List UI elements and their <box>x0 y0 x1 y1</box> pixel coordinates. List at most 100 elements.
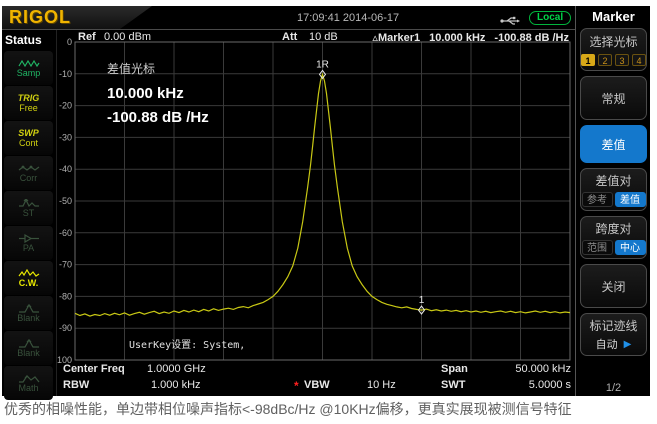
marker-2-button[interactable]: 2 <box>598 54 612 66</box>
peak-icon <box>18 338 39 348</box>
annotation-amp: -100.88 dB /Hz <box>107 109 209 126</box>
delta-button[interactable]: 差值 <box>580 125 647 163</box>
rigol-logo-text: RIGOL <box>9 7 71 27</box>
marker-label-1R: 1R <box>316 59 329 70</box>
menu-title: Marker <box>592 9 635 24</box>
marker-label-1: 1 <box>419 295 425 306</box>
status-item-label: Blank <box>17 312 40 323</box>
y-axis-tick-label: -20 <box>59 101 72 111</box>
y-axis-tick-label: -50 <box>59 196 72 206</box>
marker-3-button[interactable]: 3 <box>615 54 629 66</box>
local-indicator: Local <box>529 11 572 25</box>
marker-number-row: 1 2 3 4 <box>581 54 646 66</box>
status-item-math: Math <box>4 366 53 400</box>
amplifier-icon <box>18 233 39 243</box>
status-item-corr: Corr <box>4 156 53 190</box>
analyzer-screen: RIGOL 17:09:41 2014-06-17 Local Status <box>2 6 650 400</box>
status-item-samp: Samp <box>4 51 53 85</box>
reference-toggle[interactable]: 参考 <box>581 192 613 207</box>
status-item-label: Math <box>18 382 39 393</box>
marker-readout-freq: 10.000 kHz <box>429 32 486 44</box>
att-value: 10 dB <box>309 31 338 43</box>
bottom-bar-row1: Center Freq 1.0000 GHz Span 50.000 kHz <box>57 363 575 378</box>
status-item-pa: PA <box>4 226 53 260</box>
marker-4-button[interactable]: 4 <box>632 54 646 66</box>
marker-trace-value-row: 自动 ▶ <box>596 336 632 352</box>
y-axis-tick-label: -30 <box>59 132 72 142</box>
vbw-value: 10 Hz <box>367 379 396 391</box>
marker-readout-label: ▵Marker1 <box>372 32 421 44</box>
y-axis-tick-label: -90 <box>59 323 72 333</box>
menu-page-indicator: 1/2 <box>605 382 622 394</box>
status-sidebar: Status Samp TRIG Free SWP Cont Corr ST <box>2 30 57 400</box>
vbw-uncoupled-flag: * <box>294 379 299 393</box>
status-item-label: Free <box>19 103 38 113</box>
close-button[interactable]: 关闭 <box>580 264 647 308</box>
marker-menu: Marker 选择光标 1 2 3 4 常规 差值 差值对 参考 差值 <box>575 6 650 396</box>
y-axis-tick-label: 0 <box>67 37 72 47</box>
y-axis-tick-label: -100 <box>57 355 72 365</box>
status-item-cw: C.W. <box>4 261 53 295</box>
y-axis-tick-label: -80 <box>59 291 72 301</box>
marker-diamond-1[interactable] <box>417 305 426 315</box>
waveform-peaks-icon <box>18 268 39 277</box>
status-item-blank1: Blank <box>4 296 53 330</box>
delta-pair-button[interactable]: 差值对 参考 差值 <box>580 168 647 211</box>
status-item-label: Samp <box>16 67 41 78</box>
delta-pair-label: 差值对 <box>595 174 632 188</box>
annotation-title: 差值光标 <box>107 62 156 76</box>
status-item-label: Cont <box>18 138 38 148</box>
status-item-swp: SWP Cont <box>4 121 53 155</box>
span-label: Span <box>441 363 468 375</box>
swp-prefix: SWP <box>18 128 39 138</box>
y-axis-tick-label: -10 <box>59 69 72 79</box>
trig-prefix: TRIG <box>17 93 40 103</box>
graph-header: Ref 0.00 dBm Att 10 dB ▵Marker1 10.000 kH… <box>57 30 575 44</box>
center-freq-value: 1.0000 GHz <box>147 363 206 375</box>
marker-trace-button[interactable]: 标记迹线 自动 ▶ <box>580 313 647 356</box>
marker-1-button[interactable]: 1 <box>581 54 595 66</box>
att-label: Att <box>282 31 298 43</box>
top-bar: RIGOL 17:09:41 2014-06-17 Local <box>2 6 575 30</box>
submenu-arrow-icon: ▶ <box>623 338 632 350</box>
annotation-freq: 10.000 kHz <box>107 85 184 102</box>
peak-icon <box>18 374 39 383</box>
delta-pair-toggle: 参考 差值 <box>581 192 646 207</box>
plot-border <box>74 41 571 361</box>
y-axis-tick-label: -70 <box>59 260 72 270</box>
peak-icon <box>18 303 39 313</box>
center-toggle[interactable]: 中心 <box>614 240 646 255</box>
y-axis-tick-label: -40 <box>59 164 72 174</box>
ref-label: Ref <box>78 31 96 43</box>
status-item-label: Blank <box>17 347 40 358</box>
rigol-logo: RIGOL <box>2 6 152 29</box>
waveform-icon <box>17 59 39 67</box>
status-item-label: Corr <box>19 172 38 183</box>
span-pair-button[interactable]: 跨度对 范围 中心 <box>580 216 647 259</box>
select-marker-button[interactable]: 选择光标 1 2 3 4 <box>580 28 647 71</box>
rbw-label: RBW <box>63 379 90 391</box>
select-marker-label: 选择光标 <box>589 35 638 49</box>
span-pair-toggle: 范围 中心 <box>581 240 646 255</box>
marketing-caption: 优秀的相噪性能，单边带相位噪声指标<-98dBc/Hz @10KHz偏移，更真实… <box>4 401 572 417</box>
trace-1-curve <box>74 72 571 317</box>
wave-icon <box>18 165 39 171</box>
status-item-label: C.W. <box>18 277 39 288</box>
marker-trace-value: 自动 <box>595 339 618 352</box>
delta-marker-annotation: 差值光标 10.000 kHz -100.88 dB /Hz <box>107 60 209 133</box>
status-item-label: ST <box>22 207 35 218</box>
status-header: Status <box>5 33 42 47</box>
rbw-value: 1.000 kHz <box>151 379 201 391</box>
delta-toggle[interactable]: 差值 <box>614 192 646 207</box>
normal-button[interactable]: 常规 <box>580 76 647 120</box>
range-toggle[interactable]: 范围 <box>581 240 613 255</box>
waveform-arrows-icon <box>18 198 39 207</box>
center-freq-label: Center Freq <box>63 363 125 375</box>
y-axis-tick-label: -60 <box>59 228 72 238</box>
span-pair-label: 跨度对 <box>595 222 632 236</box>
vbw-label: VBW <box>304 379 330 391</box>
marker-diamond-1R[interactable] <box>318 69 327 80</box>
spectrum-plot: 0 -10 -20 -30 -40 -50 -60 -70 -80 -90 -100 1R 1 <box>57 37 571 365</box>
userkey-note: UserKey设置: System, <box>129 340 246 351</box>
